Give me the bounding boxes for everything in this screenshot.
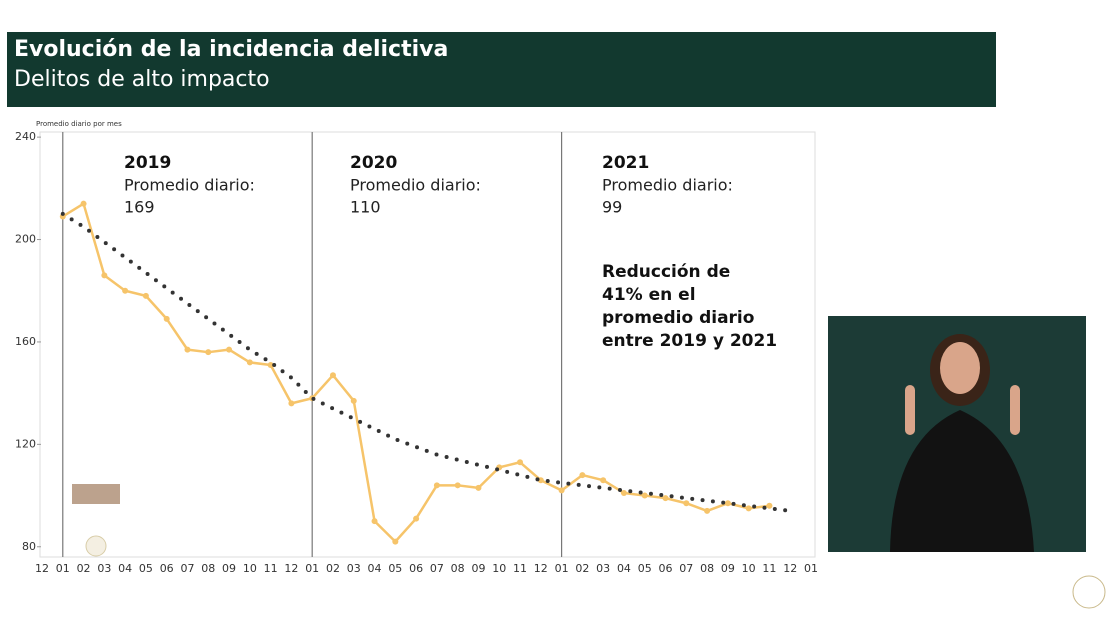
data-point (329, 372, 336, 379)
plot-frame (39, 131, 816, 558)
data-point (371, 518, 378, 525)
x-tick-label: 08 (451, 562, 465, 575)
x-tick-label: 12 (534, 562, 548, 575)
data-point (433, 482, 440, 489)
data-point (122, 287, 129, 294)
x-tick-label: 08 (700, 562, 714, 575)
y-tick-label: 240 (15, 130, 36, 143)
reduction-note: Reducción de (602, 262, 730, 282)
x-tick-label: 01 (56, 562, 70, 575)
x-tick-label: 10 (742, 562, 756, 575)
y-tick-label: 200 (15, 233, 36, 246)
sign-interpreter-video (828, 316, 1086, 552)
x-tick-label: 04 (118, 562, 132, 575)
y-axis-label: Promedio diario por mes (36, 120, 122, 128)
header-band (7, 32, 996, 107)
reduction-note: promedio diario (602, 308, 754, 328)
data-point (662, 495, 669, 502)
x-tick-label: 12 (284, 562, 298, 575)
x-tick-label: 12 (35, 562, 49, 575)
data-point (184, 346, 191, 353)
x-tick-label: 02 (77, 562, 91, 575)
x-tick-label: 04 (617, 562, 631, 575)
annotation-value: 169 (124, 198, 155, 217)
x-tick-label: 10 (492, 562, 506, 575)
data-point (80, 200, 87, 207)
x-tick-label: 06 (160, 562, 174, 575)
data-point (641, 492, 648, 499)
reduction-note: 41% en el (602, 285, 696, 305)
x-tick-label: 09 (222, 562, 236, 575)
data-line (62, 202, 770, 543)
x-tick-label: 01 (555, 562, 569, 575)
x-tick-label: 10 (243, 562, 257, 575)
x-tick-label: 06 (409, 562, 423, 575)
reduction-note: entre 2019 y 2021 (602, 331, 777, 351)
x-tick-label: 05 (388, 562, 402, 575)
x-tick-label: 08 (201, 562, 215, 575)
annotation-year: 2019 (124, 153, 171, 173)
x-tick-label: 05 (139, 562, 153, 575)
x-tick-label: 11 (264, 562, 278, 575)
annotation-label: Promedio diario: (124, 176, 255, 195)
x-tick-label: 03 (596, 562, 610, 575)
annotation-year: 2020 (350, 153, 397, 173)
y-tick-label: 160 (15, 335, 36, 348)
y-tick-label: 80 (22, 540, 36, 553)
x-tick-label: 07 (180, 562, 194, 575)
data-point (475, 484, 482, 491)
data-point (142, 292, 149, 299)
x-tick-label: 02 (575, 562, 589, 575)
annotation-year: 2021 (602, 153, 649, 173)
data-point (288, 400, 295, 407)
data-point (205, 349, 212, 356)
subtitle: Delitos de alto impacto (14, 67, 270, 92)
data-point (163, 315, 170, 322)
x-tick-label: 12 (783, 562, 797, 575)
x-tick-label: 04 (368, 562, 382, 575)
logo (72, 484, 1106, 609)
data-point (579, 472, 586, 479)
data-point (517, 459, 524, 466)
annotation-value: 110 (350, 198, 381, 217)
annotation-value: 99 (602, 198, 622, 217)
annotation-label: Promedio diario: (602, 176, 733, 195)
x-tick-label: 11 (513, 562, 527, 575)
title: Evolución de la incidencia delictiva (14, 37, 448, 62)
x-tick-label: 09 (721, 562, 735, 575)
trend-line (60, 211, 793, 513)
x-tick-label: 07 (430, 562, 444, 575)
data-point (766, 502, 773, 509)
data-point (558, 487, 565, 494)
x-tick-label: 05 (638, 562, 652, 575)
data-point (600, 477, 607, 484)
x-tick-label: 03 (347, 562, 361, 575)
data-point (724, 500, 731, 507)
y-tick-label: 120 (15, 437, 36, 450)
data-point (267, 361, 274, 368)
data-point (704, 507, 711, 514)
data-point (683, 500, 690, 507)
data-point (226, 346, 233, 353)
data-point (620, 489, 627, 496)
x-tick-label: 06 (659, 562, 673, 575)
x-tick-label: 01 (804, 562, 818, 575)
x-tick-label: 09 (471, 562, 485, 575)
annotation-label: Promedio diario: (350, 176, 481, 195)
data-point (745, 505, 752, 512)
data-point (392, 538, 399, 545)
x-tick-label: 07 (679, 562, 693, 575)
data-point (350, 397, 357, 404)
data-point (413, 515, 420, 522)
x-tick-label: 11 (762, 562, 776, 575)
data-point (246, 359, 253, 366)
data-point (454, 482, 461, 489)
x-tick-label: 03 (97, 562, 111, 575)
x-tick-label: 02 (326, 562, 340, 575)
data-point (101, 272, 108, 279)
x-tick-label: 01 (305, 562, 319, 575)
